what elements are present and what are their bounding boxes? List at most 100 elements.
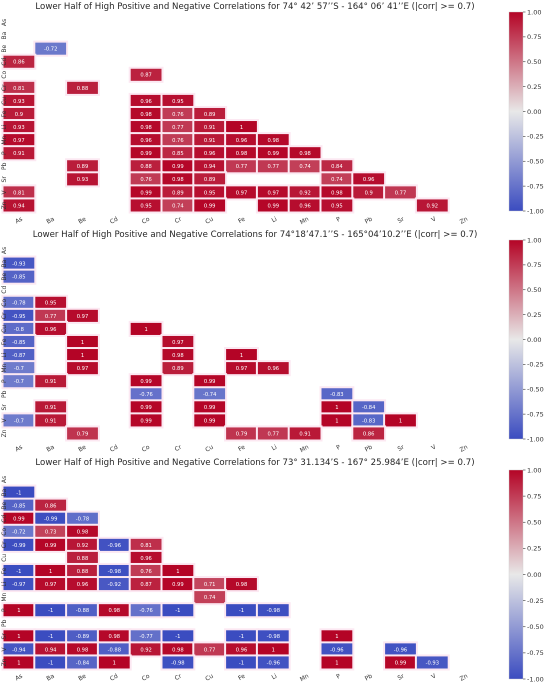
cell-value-label: -0.99 xyxy=(44,517,57,523)
heatmap-cell xyxy=(194,160,226,173)
heatmap-cell xyxy=(67,551,98,564)
y-tick-label: Cr xyxy=(1,84,8,91)
heatmap-cell xyxy=(3,257,35,270)
cell-value-label: 0.98 xyxy=(140,125,152,131)
heatmap-cell xyxy=(162,643,194,656)
cell-value-label: -0.7 xyxy=(14,366,24,372)
heatmap-cell xyxy=(194,134,226,147)
cell-value-label: 0.99 xyxy=(268,151,280,157)
cell-value-label: -0.96 xyxy=(267,660,280,666)
heatmap-cell xyxy=(416,199,448,212)
cell-value-label: 0.89 xyxy=(172,366,184,372)
colorbar-tick-label: 0.25 xyxy=(527,83,541,91)
heatmap-cell xyxy=(194,173,226,186)
heatmap-cell xyxy=(130,414,162,427)
colorbar-tick-label: -0.50 xyxy=(527,386,544,394)
heatmap-cell xyxy=(130,160,162,173)
heatmap-cell xyxy=(35,656,67,669)
cell-value-label: -0.93 xyxy=(12,262,25,268)
heatmap-cell xyxy=(289,199,321,212)
heatmap-cell xyxy=(226,349,257,362)
heatmap-cell xyxy=(194,199,226,212)
y-tick-label: Zn xyxy=(1,429,8,437)
colorbar-gradient xyxy=(508,11,524,212)
heatmap-cell xyxy=(35,499,67,512)
cell-value-label: -0.94 xyxy=(12,647,26,653)
heatmap-cell xyxy=(226,362,257,375)
cell-value-label: 0.96 xyxy=(268,366,280,372)
x-tick-label: Be xyxy=(77,216,88,226)
heatmap-cell xyxy=(226,630,257,643)
heatmap-cell xyxy=(98,564,130,578)
cell-value-label: 0.9 xyxy=(365,190,373,196)
heatmap-cell xyxy=(257,656,289,669)
heatmap-cell xyxy=(162,107,194,121)
panel-title: Lower Half of High Positive and Negative… xyxy=(33,230,478,240)
cell-value-label: -1 xyxy=(16,569,21,575)
heatmap-cell xyxy=(130,199,162,212)
x-tick-label: Sr xyxy=(397,215,406,224)
heatmap-cell xyxy=(3,486,35,499)
cell-value-label: 1 xyxy=(335,634,338,640)
cell-value-label: 0.76 xyxy=(140,569,152,575)
cell-value-label: 0.87 xyxy=(140,582,152,588)
heatmap-cell xyxy=(321,173,353,186)
heatmap-cell xyxy=(35,401,67,414)
heatmap-cell xyxy=(130,107,162,121)
cell-value-label: 1 xyxy=(272,647,275,653)
cell-value-label: -0.7 xyxy=(14,418,24,424)
heatmap-cell xyxy=(130,564,162,578)
cell-value-label: 0.91 xyxy=(299,431,311,437)
y-tick-label: Li xyxy=(1,352,8,357)
cell-value-label: -0.78 xyxy=(76,517,89,523)
x-tick-label: Cr xyxy=(174,215,184,225)
heatmap-cell xyxy=(130,322,162,335)
x-tick-label: Li xyxy=(270,673,278,682)
heatmap-cell xyxy=(130,121,162,134)
heatmap-cell xyxy=(3,121,35,134)
colorbar-tick-label: -0.75 xyxy=(527,182,544,190)
heatmap-cell xyxy=(3,564,35,578)
heatmap-cell xyxy=(321,656,353,669)
panel-title: Lower Half of High Positive and Negative… xyxy=(35,2,474,12)
heatmap-cell xyxy=(3,309,35,322)
x-tick-label: P xyxy=(335,672,342,680)
y-tick-label: Sr xyxy=(1,176,8,183)
cell-value-label: -0.92 xyxy=(108,582,121,588)
cell-value-label: 1 xyxy=(335,660,338,666)
cell-value-label: 0.99 xyxy=(395,660,407,666)
cell-value-label: -0.83 xyxy=(362,418,375,424)
x-tick-label: Zn xyxy=(459,673,470,683)
heatmap-cell xyxy=(67,578,98,591)
heatmap-cell xyxy=(194,388,226,401)
x-tick-label: Cr xyxy=(174,443,184,453)
heatmap-cell xyxy=(353,401,385,414)
heatmap-cell xyxy=(321,388,353,401)
heatmap-cell xyxy=(3,604,35,617)
y-tick-label: Fe xyxy=(1,567,8,574)
x-tick-label: Fe xyxy=(237,216,247,226)
heatmap-cell xyxy=(321,401,353,414)
cell-value-label: -1 xyxy=(239,634,244,640)
heatmap-cell xyxy=(353,173,385,186)
cell-value-label: 0.81 xyxy=(13,86,25,92)
y-tick-label: Cu xyxy=(1,325,8,333)
heatmap-cell xyxy=(98,656,130,669)
cell-value-label: -1 xyxy=(175,608,180,614)
x-tick-label: Zn xyxy=(459,444,470,454)
cell-value-label: 0.76 xyxy=(172,112,184,118)
heatmap-cell xyxy=(162,349,194,362)
cell-value-label: 0.9 xyxy=(15,112,23,118)
cell-value-label: -0.74 xyxy=(203,392,217,398)
cell-value-label: 0.98 xyxy=(77,647,89,653)
y-tick-label: Mn xyxy=(1,135,8,144)
y-tick-label: Co xyxy=(1,71,8,79)
heatmap-cell xyxy=(257,630,289,643)
x-tick-label: Be xyxy=(77,673,88,683)
colorbar-tick-label: 1.00 xyxy=(527,466,541,474)
heatmap-cell xyxy=(67,335,98,349)
colorbar-tick-label: 0.50 xyxy=(527,58,541,66)
colorbar-tick-label: 0.50 xyxy=(527,286,541,294)
cell-value-label: 0.93 xyxy=(77,177,89,183)
y-tick-label: Co xyxy=(1,528,8,536)
